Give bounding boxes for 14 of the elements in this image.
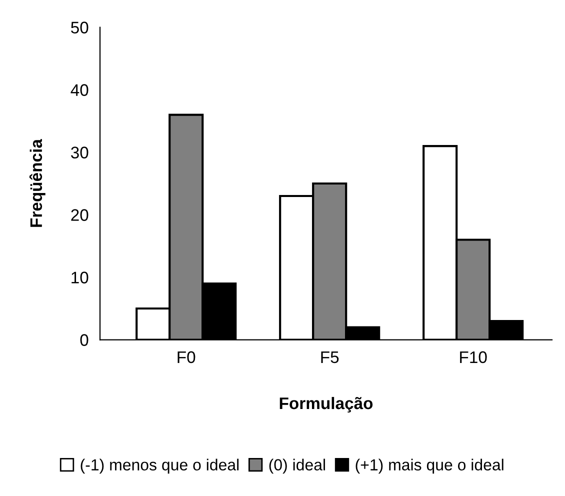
y-tick-label: 50 bbox=[71, 22, 88, 34]
y-tick-label: 30 bbox=[70, 146, 88, 158]
x-tick-label: F0 bbox=[178, 351, 196, 364]
y-tick-label: 10 bbox=[72, 272, 88, 284]
x-tick-label: F10 bbox=[460, 351, 487, 364]
x-tick-label: F5 bbox=[321, 351, 339, 364]
legend-label: (+1) mais que o ideal bbox=[356, 458, 504, 474]
legend-label: (0) ideal bbox=[269, 458, 325, 474]
y-tick-label: 0 bbox=[80, 334, 88, 346]
legend-label: (-1) menos que o ideal bbox=[80, 458, 239, 474]
y-tick-label: 40 bbox=[70, 84, 88, 96]
x-axis-title: Formulação bbox=[280, 396, 373, 412]
y-axis-title: Freqüência bbox=[29, 138, 46, 227]
y-tick-label: 20 bbox=[71, 209, 88, 221]
